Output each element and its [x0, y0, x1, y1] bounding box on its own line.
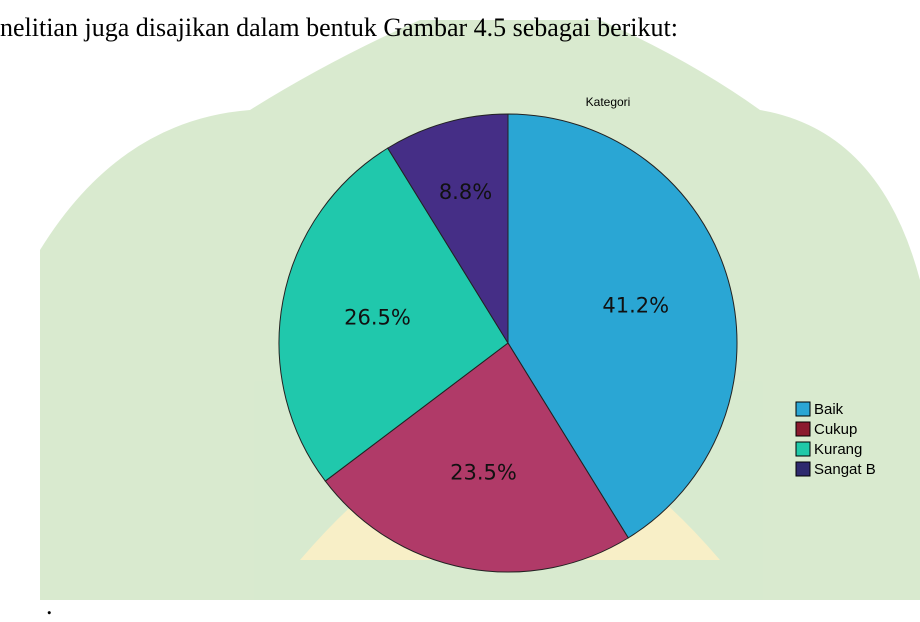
legend-swatch: [795, 421, 811, 437]
pie: 41.2% 23.5% 26.5% 8.8%: [278, 113, 738, 573]
legend-label: Sangat B: [814, 461, 876, 478]
legend: Baik Cukup Kurang Sangat B: [795, 401, 876, 478]
legend-label: Kurang: [814, 441, 862, 458]
data-label: 26.5%: [344, 306, 411, 330]
legend-swatch: [795, 441, 811, 457]
pie-slice: [507, 113, 738, 539]
data-label: 8.8%: [439, 180, 492, 204]
data-label: 41.2%: [602, 294, 669, 318]
legend-swatch: [795, 401, 811, 417]
chart-title: Kategori: [586, 95, 631, 109]
legend-label: Cukup: [814, 421, 857, 438]
body-text: .: [46, 591, 53, 620]
pie-slice: [324, 342, 629, 573]
pie-slice: [387, 113, 509, 345]
legend-swatch: [795, 461, 811, 477]
pie-slice: [278, 147, 509, 482]
legend-label: Baik: [814, 401, 844, 418]
data-label: 23.5%: [450, 461, 517, 485]
body-text: nelitian juga disajikan dalam bentuk Gam…: [0, 13, 678, 42]
